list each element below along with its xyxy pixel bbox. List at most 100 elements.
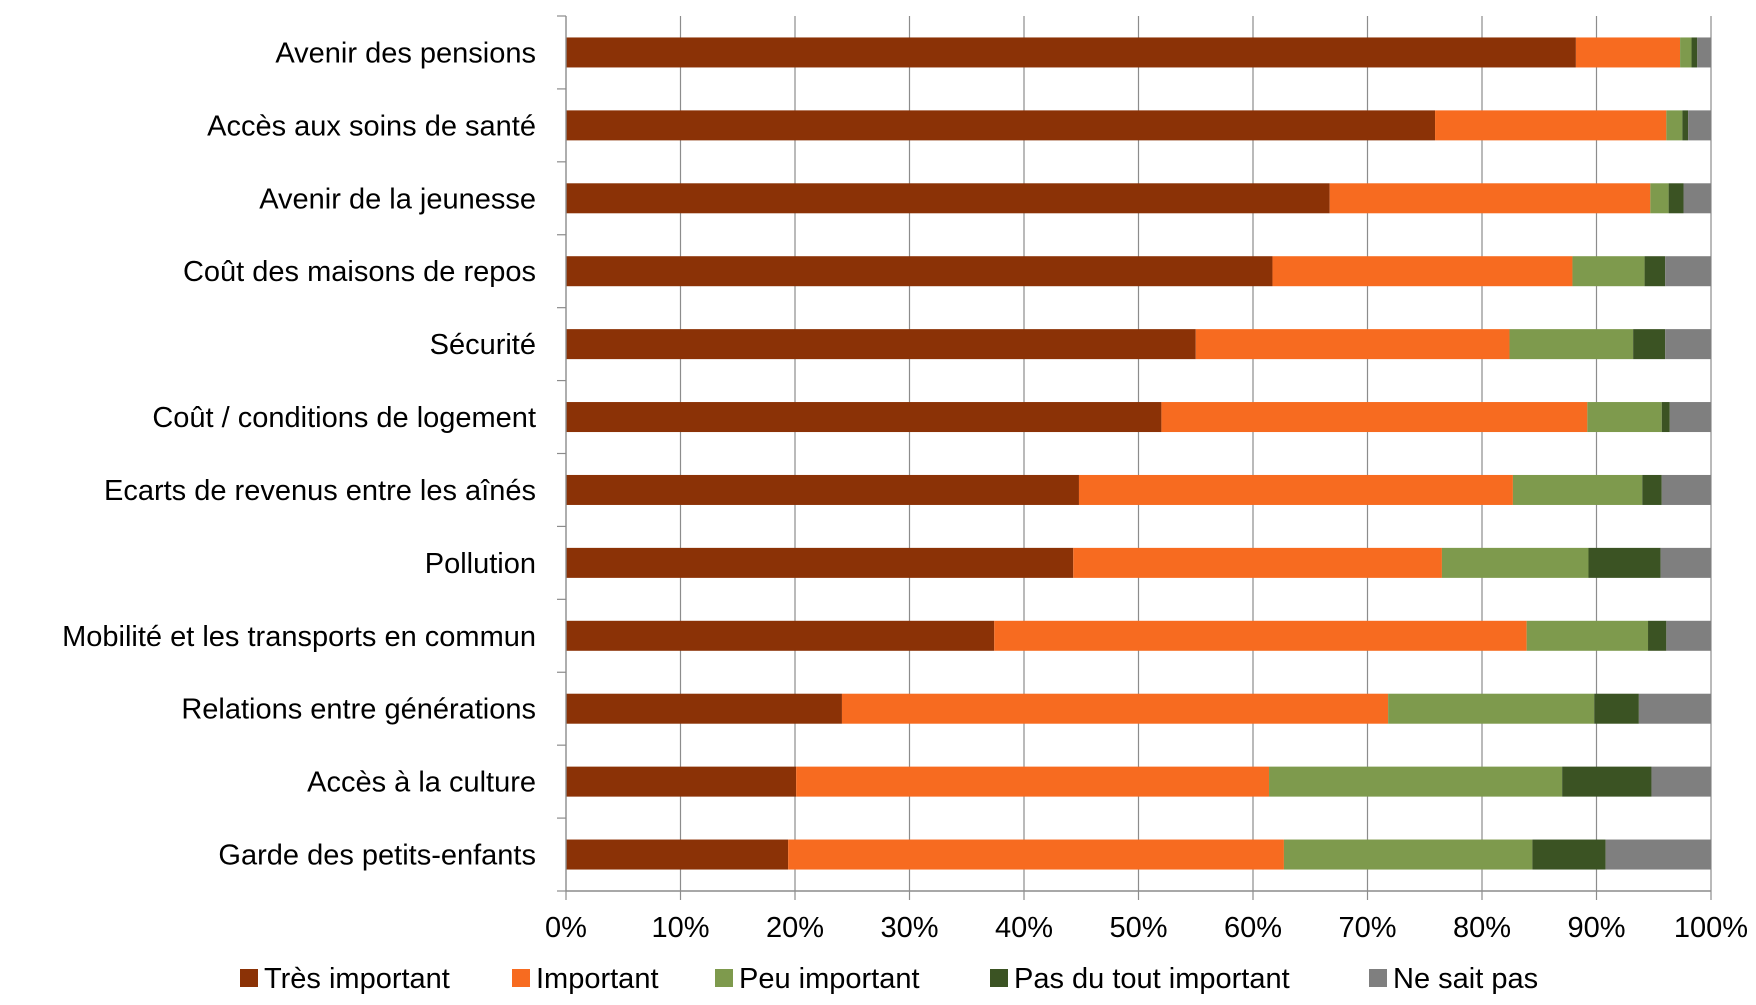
bar-segment-pas-du-tout-important	[1642, 474, 1662, 505]
bar-segment-peu-important	[1650, 183, 1669, 214]
bar-segment-tres-important	[566, 474, 1079, 505]
legend: Très important Important Peu important Pas …	[240, 963, 1538, 995]
legend-swatch-tres-important	[240, 969, 258, 987]
bar-segment-pas-du-tout-important	[1691, 37, 1698, 68]
bar-segment-important	[1161, 402, 1588, 433]
bar-segment-peu-important	[1666, 110, 1683, 141]
bar-segment-pas-du-tout-important	[1648, 620, 1667, 651]
bar-segment-important	[1073, 547, 1442, 578]
bar-segment-ne-sait-pas	[1683, 183, 1711, 214]
bar-segment-important	[1435, 110, 1667, 141]
bar-segment-peu-important	[1441, 547, 1589, 578]
bar-segment-ne-sait-pas	[1665, 329, 1711, 360]
bar-segment-important	[1078, 474, 1513, 505]
category-label: Pollution	[425, 548, 536, 580]
x-tick-label: 30%	[880, 912, 938, 944]
category-label: Garde des petits-enfants	[218, 840, 536, 872]
bar-segment-ne-sait-pas	[1661, 474, 1711, 505]
bar-segment-important	[796, 766, 1270, 797]
x-tick-label: 70%	[1338, 912, 1396, 944]
bar-segment-pas-du-tout-important	[1682, 110, 1689, 141]
bar-segment-important	[841, 693, 1389, 724]
category-label: Avenir des pensions	[275, 37, 536, 69]
x-tick-label: 10%	[651, 912, 709, 944]
bar-segment-pas-du-tout-important	[1594, 693, 1639, 724]
legend-label-important: Important	[536, 963, 659, 995]
bar-segment-tres-important	[566, 839, 789, 870]
bar-segment-tres-important	[566, 693, 842, 724]
category-label: Ecarts de revenus entre les aînés	[104, 475, 536, 507]
bar-segment-ne-sait-pas	[1651, 766, 1711, 797]
bar-segment-peu-important	[1572, 256, 1645, 287]
bar-segment-pas-du-tout-important	[1532, 839, 1606, 870]
bar-segment-pas-du-tout-important	[1661, 402, 1670, 433]
bar-segment-tres-important	[566, 329, 1196, 360]
category-label: Accès à la culture	[307, 767, 536, 799]
bar-segment-peu-important	[1269, 766, 1563, 797]
legend-swatch-ne-sait-pas	[1369, 969, 1387, 987]
legend-label-ne-sait-pas: Ne sait pas	[1393, 963, 1538, 995]
axes	[557, 15, 1712, 900]
bar-segment-ne-sait-pas	[1697, 37, 1711, 68]
bar-segment-peu-important	[1509, 329, 1634, 360]
bar-segment-peu-important	[1680, 37, 1692, 68]
bar-segment-ne-sait-pas	[1605, 839, 1711, 870]
legend-swatch-important	[512, 969, 530, 987]
category-label: Coût / conditions de logement	[152, 402, 536, 434]
bar-segment-ne-sait-pas	[1660, 547, 1711, 578]
bar-segment-tres-important	[566, 620, 995, 651]
x-tick-label: 100%	[1674, 912, 1748, 944]
category-labels: Avenir des pensions Accès aux soins de sa…	[62, 37, 536, 871]
bar-segment-pas-du-tout-important	[1644, 256, 1666, 287]
x-tick-label: 80%	[1453, 912, 1511, 944]
bar-segment-pas-du-tout-important	[1668, 183, 1684, 214]
legend-swatch-peu-important	[715, 969, 733, 987]
bar-segment-peu-important	[1526, 620, 1649, 651]
bar-segment-peu-important	[1512, 474, 1643, 505]
bar-segment-important	[994, 620, 1527, 651]
x-tick-label: 0%	[545, 912, 587, 944]
x-tick-label: 50%	[1109, 912, 1167, 944]
bar-segment-peu-important	[1587, 402, 1662, 433]
category-label: Sécurité	[430, 329, 536, 361]
x-tick-label: 40%	[995, 912, 1053, 944]
category-label: Avenir de la jeunesse	[259, 183, 536, 215]
category-label: Mobilité et les transports en commun	[62, 621, 536, 653]
bars	[566, 37, 1711, 870]
bar-segment-important	[1329, 183, 1651, 214]
bar-segment-tres-important	[566, 547, 1074, 578]
bar-segment-pas-du-tout-important	[1562, 766, 1652, 797]
x-tick-label: 90%	[1567, 912, 1625, 944]
bar-segment-pas-du-tout-important	[1633, 329, 1666, 360]
bar-segment-tres-important	[566, 766, 797, 797]
bar-segment-tres-important	[566, 37, 1576, 68]
legend-swatch-pas-du-tout-important	[990, 969, 1008, 987]
bar-segment-ne-sait-pas	[1666, 620, 1711, 651]
bar-segment-important	[1575, 37, 1681, 68]
x-tick-label: 20%	[766, 912, 824, 944]
category-label: Accès aux soins de santé	[207, 110, 536, 142]
bar-segment-tres-important	[566, 402, 1162, 433]
x-tick-label: 60%	[1224, 912, 1282, 944]
bar-segment-important	[1272, 256, 1573, 287]
category-label: Relations entre générations	[181, 694, 536, 726]
bar-segment-peu-important	[1283, 839, 1533, 870]
grid-lines	[679, 16, 1712, 891]
bar-segment-tres-important	[566, 256, 1273, 287]
bar-segment-tres-important	[566, 110, 1436, 141]
legend-label-peu-important: Peu important	[739, 963, 920, 995]
bar-segment-peu-important	[1388, 693, 1595, 724]
bar-segment-pas-du-tout-important	[1588, 547, 1661, 578]
bar-segment-tres-important	[566, 183, 1330, 214]
bar-segment-ne-sait-pas	[1688, 110, 1711, 141]
bar-segment-important	[1195, 329, 1510, 360]
bar-segment-important	[788, 839, 1284, 870]
x-tick-labels: 0% 10% 20% 30% 40% 50% 60% 70% 80% 90% 100%	[545, 912, 1748, 944]
bar-segment-ne-sait-pas	[1669, 402, 1711, 433]
legend-label-pas-du-tout-important: Pas du tout important	[1014, 963, 1290, 995]
bar-segment-ne-sait-pas	[1638, 693, 1711, 724]
category-label: Coût des maisons de repos	[183, 256, 536, 288]
legend-label-tres-important: Très important	[264, 963, 450, 995]
